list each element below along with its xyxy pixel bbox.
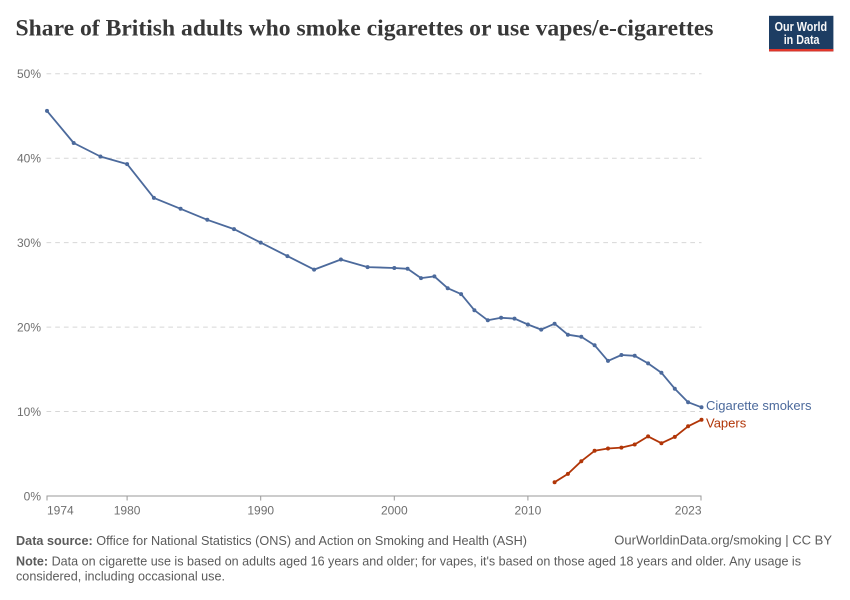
svg-text:2023: 2023 [675,504,702,518]
svg-text:Share of British adults who sm: Share of British adults who smoke cigare… [16,16,714,41]
svg-text:Note: Data on cigarette use is: Note: Data on cigarette use is based on … [16,554,801,569]
svg-text:10%: 10% [17,405,41,419]
svg-text:20%: 20% [17,320,41,334]
svg-text:2000: 2000 [381,504,408,518]
svg-text:2010: 2010 [515,504,542,518]
svg-text:40%: 40% [17,152,41,166]
svg-text:Our World: Our World [775,19,828,34]
svg-text:1974: 1974 [47,504,74,518]
svg-text:Cigarette smokers: Cigarette smokers [706,398,812,413]
svg-text:50%: 50% [17,67,41,81]
svg-text:30%: 30% [17,236,41,250]
svg-text:0%: 0% [24,489,42,503]
svg-text:1980: 1980 [114,504,141,518]
svg-text:in Data: in Data [784,32,820,47]
svg-text:Data source: Office for Nation: Data source: Office for National Statist… [16,533,527,548]
svg-text:considered, including occasion: considered, including occasional use. [16,568,225,583]
svg-text:1990: 1990 [247,504,274,518]
svg-text:OurWorldinData.org/smoking | C: OurWorldinData.org/smoking | CC BY [614,533,832,548]
svg-text:Vapers: Vapers [706,416,747,431]
